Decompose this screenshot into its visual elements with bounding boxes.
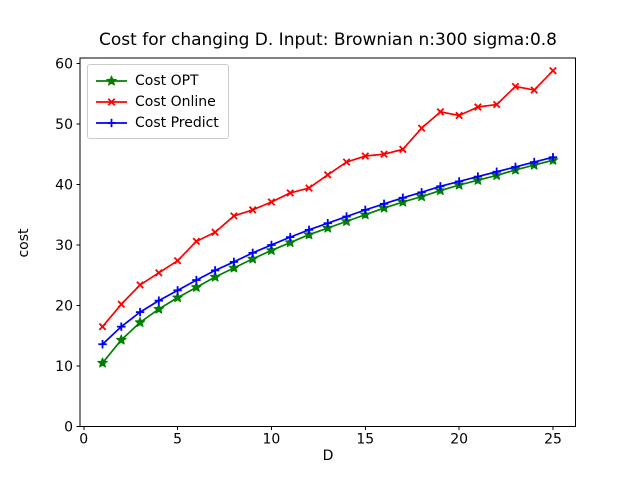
legend-sample-line-icon — [96, 118, 127, 127]
svg-text:20: 20 — [55, 298, 73, 314]
svg-text:15: 15 — [356, 432, 374, 448]
svg-text:25: 25 — [544, 432, 562, 448]
series-cost-opt — [97, 154, 559, 368]
legend-label: Cost OPT — [135, 72, 199, 89]
chart-title: Cost for changing D. Input: Brownian n:3… — [99, 30, 557, 50]
svg-text:30: 30 — [55, 238, 73, 254]
series-cost-online — [98, 66, 557, 331]
svg-text:0: 0 — [79, 432, 88, 448]
legend-item-cost-online: Cost Online — [95, 91, 219, 112]
svg-text:5: 5 — [173, 432, 182, 448]
svg-text:10: 10 — [263, 432, 281, 448]
legend-item-cost-opt: Cost OPT — [95, 70, 219, 91]
legend-sample-line-icon — [96, 75, 127, 86]
svg-text:20: 20 — [450, 432, 468, 448]
svg-text:0: 0 — [64, 420, 73, 436]
x-axis-label: D — [322, 448, 334, 464]
legend-label: Cost Predict — [135, 114, 219, 131]
legend: Cost OPT Cost Online Cost Predict — [87, 64, 229, 139]
svg-text:50: 50 — [55, 117, 73, 133]
svg-text:10: 10 — [55, 359, 73, 375]
legend-sample-line-icon — [96, 97, 127, 106]
svg-text:60: 60 — [55, 56, 73, 72]
y-axis-label: cost — [16, 228, 32, 258]
svg-text:40: 40 — [55, 177, 73, 193]
series-cost-predict — [98, 153, 558, 349]
legend-label: Cost Online — [135, 93, 216, 110]
legend-item-cost-predict: Cost Predict — [95, 112, 219, 133]
